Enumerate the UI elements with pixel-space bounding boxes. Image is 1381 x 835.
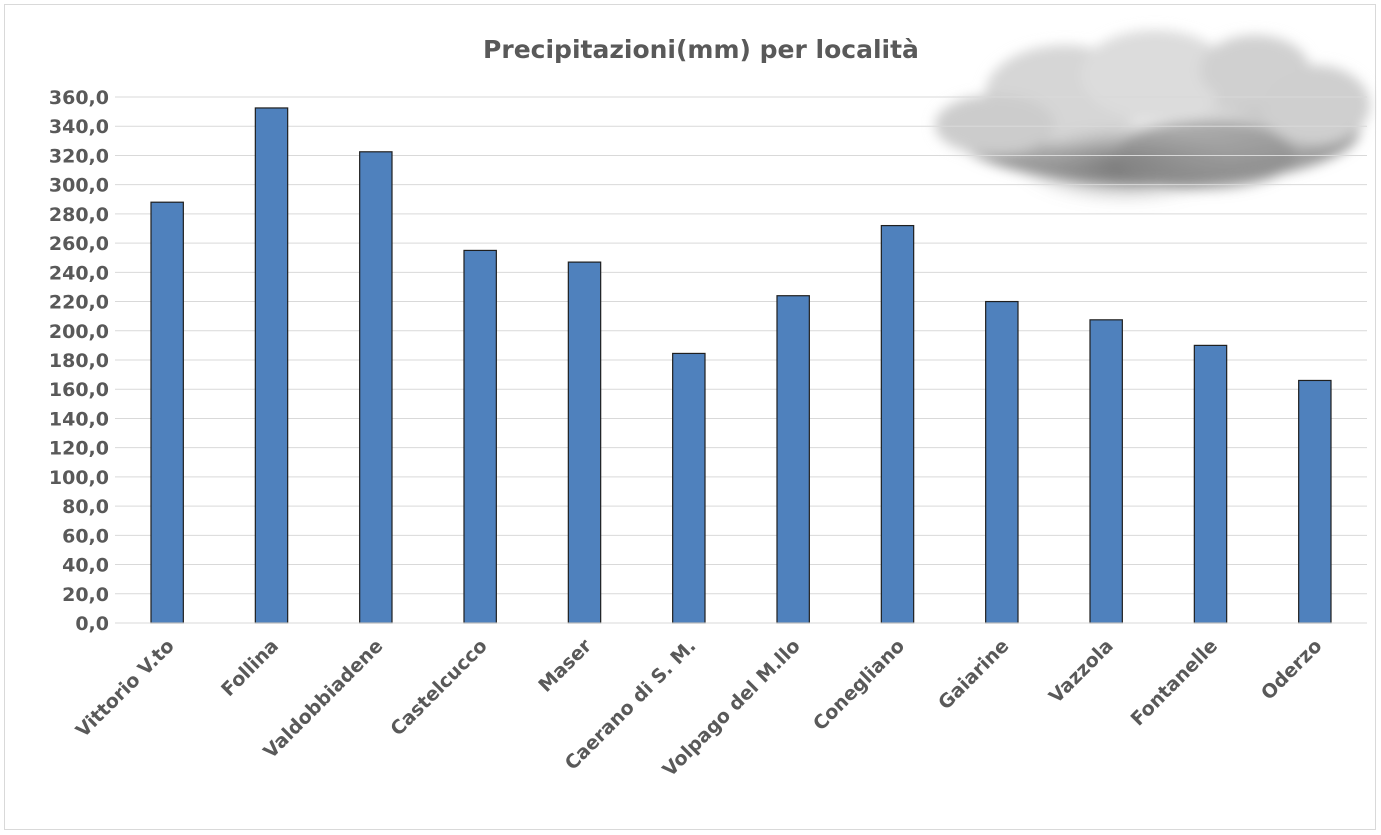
bar (463, 249, 497, 624)
bar-chart: Precipitazioni(mm) per località 0,0 20,0 4… (49, 30, 1370, 782)
bar (880, 224, 915, 624)
bar (1193, 344, 1228, 624)
x-tick-label: Oderzo (1257, 635, 1326, 704)
y-tick-label: 60,0 (62, 525, 109, 547)
bar (567, 261, 602, 624)
x-tick-label: Castelcucco (386, 635, 491, 740)
bar (1089, 319, 1123, 624)
y-tick-label: 80,0 (62, 496, 109, 518)
y-tick-label: 180,0 (49, 350, 109, 372)
x-tick-label: Conegliano (809, 635, 909, 735)
y-tick-label: 120,0 (49, 438, 109, 460)
cloud-icon (935, 30, 1370, 205)
y-tick-label: 200,0 (49, 321, 109, 343)
x-tick-label: Fontanelle (1127, 635, 1222, 730)
y-tick-label: 260,0 (49, 233, 109, 255)
y-axis: 0,0 20,0 40,0 60,0 80,0 100,0 120,0 140,0 160,0 1… (49, 87, 109, 635)
y-tick-label: 240,0 (49, 262, 109, 284)
y-tick-label: 40,0 (62, 555, 109, 577)
x-tick-label: Follina (217, 635, 283, 701)
x-tick-label: Vittorio V.to (72, 635, 179, 742)
gridlines (115, 96, 1367, 595)
chart-title: Precipitazioni(mm) per località (483, 35, 919, 64)
x-tick-label: Gaiarine (934, 635, 1013, 714)
y-tick-label: 340,0 (49, 116, 109, 138)
y-tick-label: 360,0 (49, 87, 109, 109)
y-tick-label: 100,0 (49, 467, 109, 489)
y-tick-label: 280,0 (49, 204, 109, 226)
bar (672, 352, 706, 624)
y-tick-label: 140,0 (49, 408, 109, 430)
y-tick-label: 160,0 (49, 379, 109, 401)
chart-container: Precipitazioni(mm) per località 0,0 20,0 4… (4, 4, 1376, 830)
y-tick-label: 0,0 (75, 613, 109, 635)
bar (776, 295, 810, 624)
y-tick-label: 300,0 (49, 175, 109, 197)
y-tick-label: 20,0 (62, 584, 109, 606)
bar (359, 151, 393, 624)
y-tick-label: 220,0 (49, 292, 109, 314)
y-tick-label: 320,0 (49, 145, 109, 167)
bar (985, 300, 1019, 624)
bar (1298, 379, 1332, 624)
bar (150, 201, 184, 624)
x-tick-label: Vazzola (1045, 635, 1118, 708)
bars (150, 107, 1332, 624)
bar (254, 107, 289, 624)
x-tick-label: Maser (534, 635, 596, 697)
